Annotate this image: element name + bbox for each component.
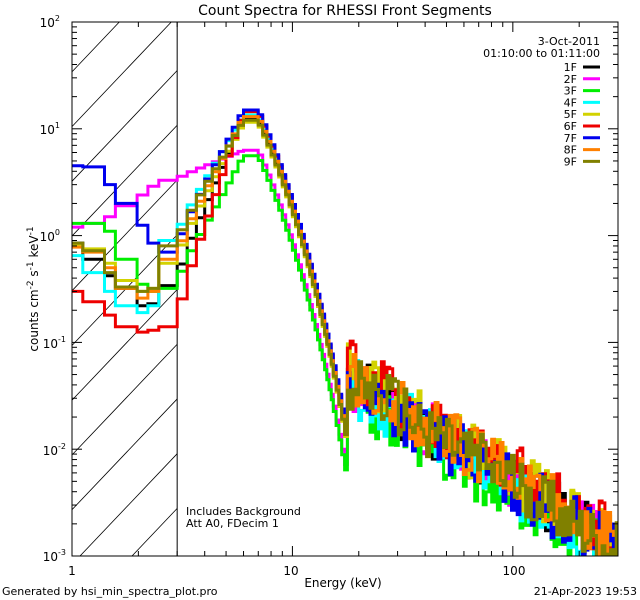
y-axis-label-part: s <box>27 270 41 280</box>
y-tick-exp: 1 <box>55 121 60 130</box>
hatch-line <box>236 22 640 556</box>
series-line-6F <box>72 110 618 556</box>
y-tick-label: 102 <box>40 14 60 30</box>
y-tick-base: 10 <box>43 444 58 458</box>
hatch-line <box>72 398 178 511</box>
y-tick-exp: -2 <box>58 442 66 451</box>
series-layer <box>72 108 618 556</box>
hatch-line <box>72 179 178 292</box>
legend-label: 4F <box>564 96 577 109</box>
annotation-background: Includes Background <box>186 505 301 518</box>
y-tick-exp: 2 <box>55 14 60 23</box>
legend-date: 3-Oct-2011 <box>538 35 600 48</box>
legend-label: 5F <box>564 108 577 121</box>
chart-title: Count Spectra for RHESSI Front Segments <box>198 3 492 19</box>
x-tick-label: 100 <box>503 564 526 578</box>
legend-time-range: 01:10:00 to 01:11:00 <box>483 47 600 60</box>
y-tick-base: 10 <box>40 16 55 30</box>
x-axis-label: Energy (keV) <box>304 576 381 590</box>
axes <box>71 21 619 557</box>
hatch-line <box>79 453 178 556</box>
hatch-line <box>72 69 178 182</box>
hatch-line <box>72 234 178 347</box>
hatch-line <box>72 288 178 401</box>
hatch-line <box>72 22 172 128</box>
legend: 3-Oct-2011 01:10:00 to 01:11:00 1F2F3F4F… <box>483 35 600 168</box>
plot-frame <box>71 21 619 557</box>
legend-label: 7F <box>564 132 577 145</box>
legend-label: 2F <box>564 73 577 86</box>
y-axis-label-part: counts cm <box>27 289 41 351</box>
legend-label: 9F <box>564 155 577 168</box>
legend-label: 3F <box>564 85 577 98</box>
y-tick-base: 10 <box>43 337 58 351</box>
footer-timestamp: 21-Apr-2023 19:53 <box>534 585 637 598</box>
x-tick-label: 10 <box>283 564 298 578</box>
legend-label: 8F <box>564 144 577 157</box>
legend-label: 6F <box>564 120 577 133</box>
y-tick-base: 10 <box>40 230 55 244</box>
hatch-line <box>72 22 120 73</box>
y-tick-exp: 0 <box>55 228 60 237</box>
legend-label: 1F <box>564 61 577 74</box>
y-axis-label-exp: -1 <box>26 226 36 235</box>
y-tick-label: 10-1 <box>43 335 66 351</box>
y-tick-exp: -1 <box>58 335 66 344</box>
y-tick-label: 10-2 <box>43 442 66 458</box>
y-axis-label-exp: -2 <box>26 280 36 289</box>
axis-ticks <box>71 22 619 557</box>
y-axis-label: counts cm-2 s-1 keV-1 <box>26 226 41 351</box>
y-tick-base: 10 <box>43 550 58 564</box>
y-axis-label-part: keV <box>27 235 41 262</box>
y-axis-label-exp: -1 <box>26 261 36 270</box>
footer-generated-by: Generated by hsi_min_spectra_plot.pro <box>2 585 218 598</box>
y-tick-labels: 102 101 100 10-1 10-2 10-3 <box>40 14 66 564</box>
series-line-9F <box>72 118 618 556</box>
x-tick-label: 1 <box>68 564 76 578</box>
plot-group <box>72 108 618 556</box>
y-tick-label: 10-3 <box>43 548 66 564</box>
y-tick-label: 100 <box>40 228 60 244</box>
y-tick-label: 101 <box>40 121 60 137</box>
annotation-attenuator: Att A0, FDecim 1 <box>186 517 279 530</box>
y-tick-base: 10 <box>40 123 55 137</box>
y-tick-exp: -3 <box>58 548 66 557</box>
